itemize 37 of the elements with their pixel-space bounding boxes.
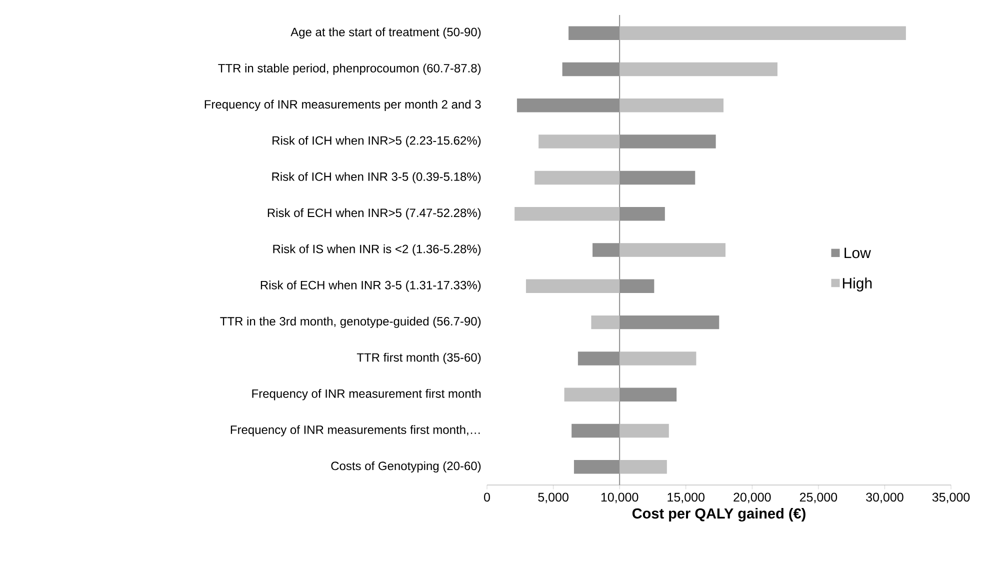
y-tick-label: Risk of IS when INR is <2 (1.36-5.28%): [273, 244, 481, 256]
bar: [620, 98, 724, 112]
bar: [564, 388, 620, 402]
bar: [620, 62, 778, 76]
legend-label: Low: [844, 248, 871, 258]
x-axis-title: Cost per QALY gained (€): [632, 508, 806, 522]
bar: [591, 315, 620, 330]
x-tick-label: 10,000: [601, 492, 638, 504]
bar: [514, 206, 620, 221]
y-tick-label: Costs of Genotyping (20-60): [331, 461, 481, 473]
x-tick-label: 35,000: [932, 492, 970, 504]
bar: [526, 279, 620, 294]
y-tick-label: Risk of ECH when INR>5 (7.47-52.28%): [268, 208, 481, 220]
bar: [620, 352, 696, 366]
x-tick-label: 20,000: [734, 492, 771, 504]
y-tick-label: Risk of ICH when INR 3-5 (0.39-5.18%): [272, 172, 481, 184]
y-tick-label: Frequency of INR measurements first month,…: [230, 425, 480, 436]
x-tick-label: 15,000: [668, 492, 704, 504]
y-tick-label: TTR in stable period, phenprocoumon (60.7-87.8): [218, 64, 481, 75]
bar: [620, 26, 906, 40]
y-tick-label: Frequency of INR measurements per month 2 and 3: [204, 100, 481, 111]
y-tick-label: Risk of ICH when INR>5 (2.23-15.62%): [272, 136, 481, 148]
x-tick-label: 5,000: [538, 492, 568, 504]
y-tick-label: Age at the start of treatment (50-90): [290, 27, 481, 39]
bar: [620, 460, 667, 474]
bar: [534, 170, 620, 185]
x-tick-label: 25,000: [800, 492, 838, 504]
bar: [538, 134, 620, 148]
bar: [620, 243, 726, 257]
y-tick-label: Risk of ECH when INR 3-5 (1.31-17.33%): [260, 280, 481, 292]
bar: [620, 424, 669, 438]
y-tick-label: Frequency of INR measurement first month: [252, 389, 481, 400]
x-tick-label: 30,000: [866, 492, 904, 504]
legend-label: High: [842, 278, 872, 292]
y-tick-label: TTR first month (35-60): [356, 352, 481, 364]
x-tick-label: 0: [484, 492, 490, 502]
y-tick-label: TTR in the 3rd month, genotype-guided (56.7-90): [220, 316, 481, 328]
